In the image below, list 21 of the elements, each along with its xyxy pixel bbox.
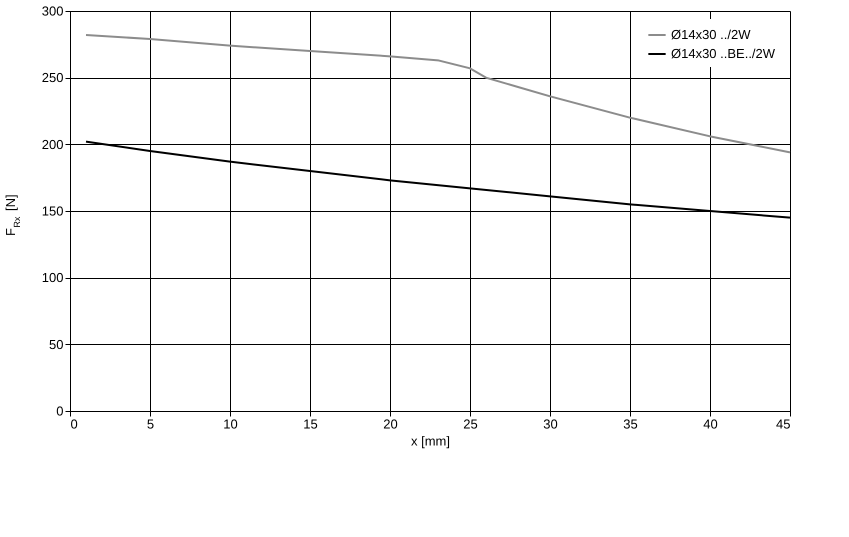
x-tick-label: 15 [303, 416, 318, 432]
x-axis-title: x [mm] [411, 434, 450, 448]
x-tick-label: 45 [776, 416, 790, 432]
x-tick-label: 5 [146, 416, 154, 432]
x-tick-label: 25 [463, 416, 478, 432]
y-tick-label: 50 [49, 336, 64, 352]
y-tick-label: 150 [42, 204, 64, 218]
y-tick-label: 100 [42, 270, 64, 286]
legend-label: Ø14x30 ../2W [671, 27, 752, 42]
y-axis-title: FRx [N] [3, 194, 22, 236]
legend-label: Ø14x30 ..BE../2W [671, 46, 776, 61]
x-tick-label: 35 [623, 416, 638, 432]
x-tick-label: 20 [383, 416, 398, 432]
y-tick-label: 200 [42, 136, 64, 152]
x-tick-label: 0 [70, 416, 78, 432]
y-tick-label: 250 [42, 70, 64, 86]
x-tick-label: 10 [223, 416, 238, 432]
y-tick-label: 0 [56, 404, 64, 418]
x-tick-label: 40 [703, 416, 718, 432]
x-tick-label: 30 [543, 416, 558, 432]
y-tick-label: 300 [42, 4, 64, 18]
